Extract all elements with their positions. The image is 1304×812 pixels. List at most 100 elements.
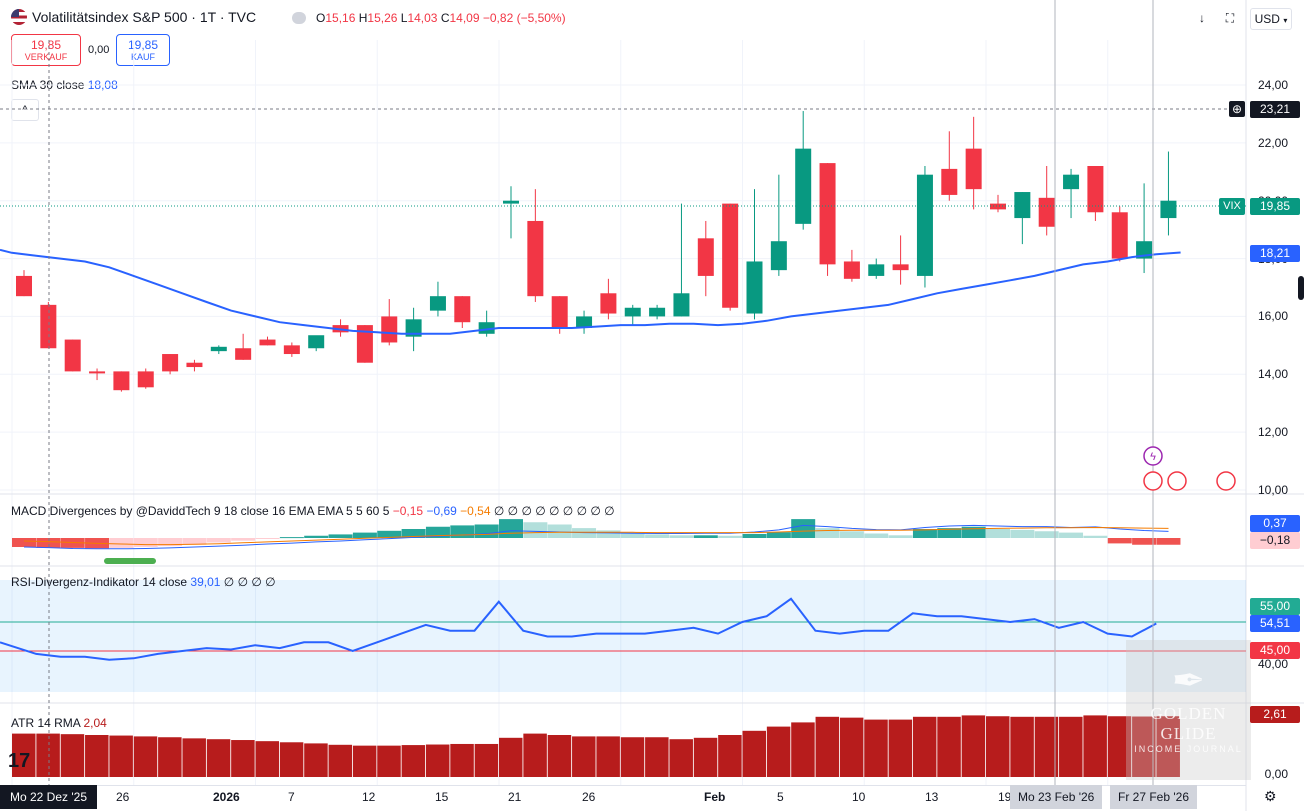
cursor-date-box: Mo 22 Dez '25 <box>0 785 97 809</box>
rsi-band <box>0 580 1246 692</box>
macd-bar <box>328 534 353 538</box>
macd-divergence-marker <box>104 558 156 564</box>
macd-bar <box>133 538 158 547</box>
macd-bar <box>450 525 475 538</box>
candle-body <box>89 371 106 374</box>
candle-body <box>673 293 690 317</box>
candle-body <box>770 241 787 271</box>
time-axis-label: 19 <box>998 790 1012 804</box>
atr-column <box>328 744 353 777</box>
macd-bar <box>1156 538 1181 545</box>
candle-body <box>1063 174 1080 190</box>
time-axis-label: 12 <box>362 790 376 804</box>
vix-tag: VIX <box>1219 198 1245 215</box>
open-label: O <box>316 11 326 25</box>
add-alert-icon[interactable]: ⊕ <box>1229 101 1245 117</box>
time-axis-label: 2026 <box>213 790 240 804</box>
buy-button[interactable]: 19,85 KAUF <box>116 34 170 66</box>
macd-bar <box>255 538 280 539</box>
candle-body <box>697 238 714 276</box>
atr-column <box>85 735 109 777</box>
candle-body <box>429 296 446 311</box>
rsi-tick: 40,00 <box>1257 657 1288 671</box>
spread-value: 0,00 <box>88 44 110 56</box>
vix-price-box: 19,85 <box>1250 198 1300 215</box>
candle-body <box>551 296 568 328</box>
price-axis-label: 16,00 <box>1257 309 1288 324</box>
atr-column <box>36 733 60 777</box>
fullscreen-icon[interactable]: ⛶ <box>1225 11 1235 25</box>
candle-body <box>64 339 81 372</box>
atr-column <box>12 733 36 777</box>
atr-column <box>864 719 888 777</box>
rsi-legend[interactable]: RSI-Divergenz-Indikator 14 close 39,01 ∅… <box>11 575 276 589</box>
atr-column <box>279 742 304 777</box>
price-axis-label: 14,00 <box>1257 367 1288 382</box>
chevron-down-icon: ▾ <box>1283 16 1288 25</box>
atr-legend[interactable]: ATR 14 RMA 2,04 <box>11 716 107 730</box>
atr-column <box>620 737 645 777</box>
macd-name: MACD Divergences by @DaviddTech 9 18 clo… <box>11 504 390 518</box>
candle-body <box>478 322 495 334</box>
event-icons: ϟ <box>1143 446 1236 491</box>
currency-button[interactable]: USD ▾ <box>1250 8 1292 30</box>
candle-body <box>259 339 276 346</box>
atr-column <box>1107 716 1132 777</box>
price-axis-label: 24,00 <box>1257 78 1288 92</box>
buy-label: KAUF <box>130 52 155 62</box>
atr-column <box>1010 716 1034 777</box>
atr-column <box>352 745 377 777</box>
low-label: L <box>400 11 408 25</box>
time-axis-label: 5 <box>777 790 784 804</box>
macd-bar <box>815 528 840 538</box>
candle-body <box>892 264 909 271</box>
time-axis <box>0 785 1246 812</box>
atr-column <box>304 743 328 777</box>
macd-bar <box>1107 538 1132 544</box>
atr-column <box>158 737 182 777</box>
atr-column <box>961 715 986 777</box>
feather-icon: ✒ <box>1171 659 1206 703</box>
macd-v3: −0,54 <box>460 504 491 518</box>
macd-legend[interactable]: MACD Divergences by @DaviddTech 9 18 clo… <box>11 504 615 518</box>
rsi-line <box>0 597 1157 661</box>
scroll-handle[interactable] <box>1298 276 1304 300</box>
time-axis-label: 7 <box>288 790 295 804</box>
candle-body <box>576 316 593 328</box>
macd-bar <box>1059 532 1084 538</box>
macd-bar <box>839 531 864 538</box>
atr-column <box>1059 716 1083 777</box>
tradingview-logo[interactable]: 17 <box>8 750 31 772</box>
ohlc-readout: O15,16 H15,26 L14,03 C14,09 −0,82 (−5,50… <box>316 11 566 25</box>
macd-bar <box>645 534 670 538</box>
time-axis-label: 26 <box>582 790 596 804</box>
candle-body <box>503 200 519 204</box>
atr-zero-tick: 0,00 <box>1264 767 1288 781</box>
flag-event-icon-3 <box>1216 471 1236 491</box>
candle-body <box>990 203 1006 210</box>
atr-column <box>450 743 474 777</box>
atr-column <box>986 716 1010 777</box>
symbol-title[interactable]: Volatilitätsindex S&P 500 · 1T · TVC <box>32 9 257 25</box>
macd-bar <box>182 538 207 545</box>
macd-bar <box>742 533 767 538</box>
svg-text:ϟ: ϟ <box>1150 451 1156 463</box>
candle-body <box>186 362 203 368</box>
rsi-lower-box: 45,00 <box>1250 642 1300 659</box>
download-icon[interactable]: ↓ <box>1199 11 1205 25</box>
candle-body <box>624 307 641 317</box>
atr-column <box>669 739 693 777</box>
candle-body <box>113 371 130 391</box>
candle-body <box>527 220 544 297</box>
settings-gear-icon[interactable]: ⚙ <box>1264 788 1277 804</box>
atr-column <box>1132 716 1156 777</box>
macd-bar <box>986 529 1010 538</box>
candle-body <box>746 261 763 314</box>
candle-body <box>1087 166 1104 213</box>
status-dot <box>292 12 306 24</box>
atr-column <box>474 743 499 777</box>
time-axis-label: 15 <box>435 790 449 804</box>
watermark: ✒ GOLDEN GLIDE INCOME JOURNAL <box>1126 640 1251 780</box>
macd-bar <box>352 532 377 538</box>
